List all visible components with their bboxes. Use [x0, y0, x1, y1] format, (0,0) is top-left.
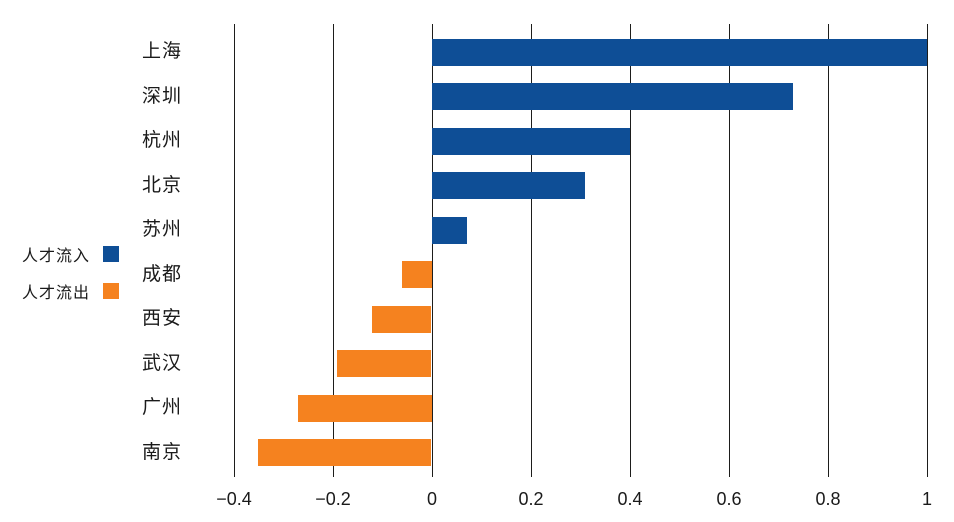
legend-label: 人才流出 — [22, 285, 91, 302]
gridline — [333, 24, 334, 477]
bar — [432, 128, 630, 155]
gridline — [828, 24, 829, 477]
y-axis-label: 北京 — [141, 175, 182, 196]
y-axis-label: 杭州 — [141, 130, 182, 151]
gridline — [630, 24, 631, 477]
legend-item: 人才流入 — [22, 242, 120, 266]
bar — [298, 395, 432, 422]
gridline — [729, 24, 730, 477]
y-axis-label: 广州 — [141, 397, 182, 418]
y-axis-label: 深圳 — [141, 86, 182, 107]
bar — [432, 39, 927, 66]
bar — [372, 306, 431, 333]
gridline — [234, 24, 235, 477]
y-axis-label: 武汉 — [141, 353, 182, 374]
legend-color-swatch — [103, 246, 120, 262]
x-tick-label: −0.4 — [216, 489, 252, 509]
y-axis-label: 西安 — [141, 308, 182, 329]
y-axis-label: 上海 — [141, 41, 182, 62]
x-tick-label: −0.2 — [315, 489, 351, 509]
y-axis-label: 成都 — [141, 264, 182, 285]
x-tick-label: 0.6 — [716, 489, 742, 509]
x-tick-label: 0.2 — [518, 489, 544, 509]
bar — [432, 217, 467, 244]
x-tick-label: 0 — [426, 489, 438, 509]
bar — [337, 350, 431, 377]
legend-label: 人才流入 — [22, 248, 91, 265]
chart-legend: 人才流入 人才流出 — [22, 242, 120, 303]
gridline — [432, 24, 433, 477]
x-tick-label: 0.4 — [617, 489, 643, 509]
legend-color-swatch — [103, 283, 120, 299]
y-axis-label: 苏州 — [141, 219, 182, 240]
gridline — [927, 24, 928, 477]
x-tick-label: 0.8 — [815, 489, 841, 509]
legend-item: 人才流出 — [22, 279, 120, 303]
x-tick-label: 1 — [921, 489, 933, 509]
y-axis-label: 南京 — [141, 442, 182, 463]
gridline — [531, 24, 532, 477]
bar — [402, 261, 432, 288]
bar — [432, 172, 585, 199]
bar — [258, 439, 431, 466]
bar — [432, 83, 793, 110]
